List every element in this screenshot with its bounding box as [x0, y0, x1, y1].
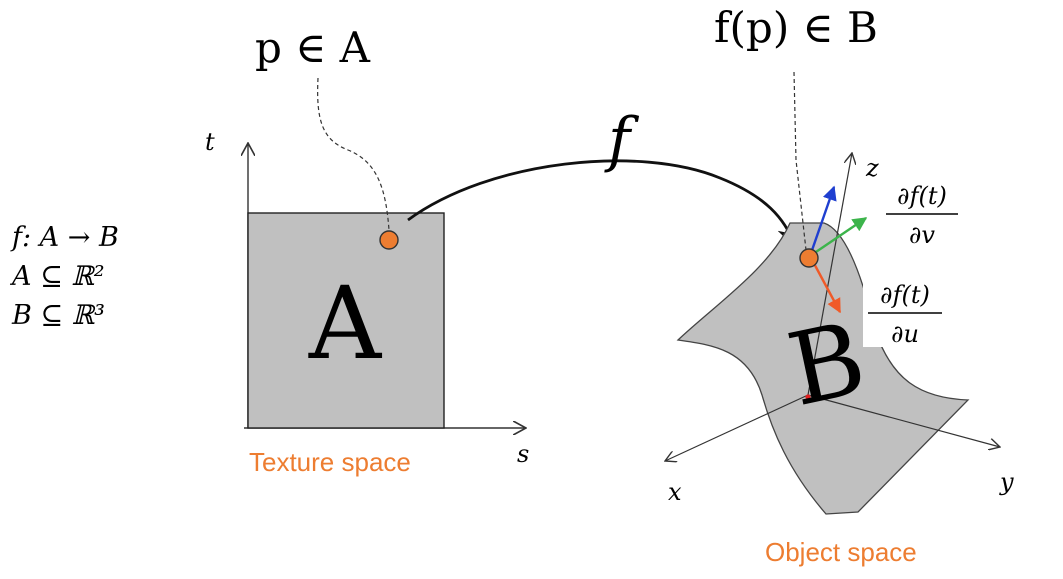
texture-space: A t s p ∈ A Texture space — [205, 23, 529, 477]
partial-u-denominator: ∂u — [891, 320, 919, 348]
object-axis-z — [807, 153, 852, 396]
object-axis-y — [807, 394, 1000, 447]
object-axis-z-label: z — [865, 154, 879, 182]
object-axis-x-label: x — [668, 478, 682, 506]
definition-domain: A ⊆ ℝ² — [9, 261, 105, 292]
partial-u-numerator: ∂f(t) — [880, 281, 930, 309]
mapping-label: f — [604, 105, 640, 175]
object-point-fp — [799, 248, 819, 268]
object-space: z x y B f(p) ∈ B ∂f(t) ∂v ∂f(t) ∂u Objec… — [665, 3, 1014, 567]
tangent-vector-v — [809, 217, 868, 257]
mapping-arrow — [407, 159, 799, 249]
partial-v-denominator: ∂v — [909, 221, 935, 249]
texture-axis-s-label: s — [517, 440, 529, 468]
texture-axis-t-label: t — [205, 128, 215, 156]
object-axis-y-label: y — [999, 468, 1014, 496]
texture-region-a — [247, 212, 445, 429]
normal-vector — [808, 185, 837, 257]
partial-derivative-v: ∂f(t) ∂v — [886, 182, 958, 249]
object-point-label: f(p) ∈ B — [714, 3, 878, 52]
texture-caption: Texture space — [249, 447, 411, 477]
texture-point-label: p ∈ A — [255, 23, 371, 72]
object-caption: Object space — [765, 537, 917, 567]
object-origin — [805, 394, 811, 400]
definition-codomain: B ⊆ ℝ³ — [11, 300, 105, 331]
definition-mapping: f: A → B — [10, 222, 119, 253]
texture-point-p — [379, 230, 399, 250]
partial-derivative-u: ∂f(t) ∂u — [863, 279, 945, 348]
object-point-leader — [793, 71, 807, 251]
mapping-arrow-group: f — [407, 105, 799, 249]
definitions-block: f: A → B A ⊆ ℝ² B ⊆ ℝ³ — [9, 222, 119, 331]
partial-v-numerator: ∂f(t) — [897, 182, 947, 210]
texture-point-leader — [317, 77, 390, 231]
object-axis-x — [665, 394, 809, 461]
texture-region-label: A — [308, 265, 383, 382]
